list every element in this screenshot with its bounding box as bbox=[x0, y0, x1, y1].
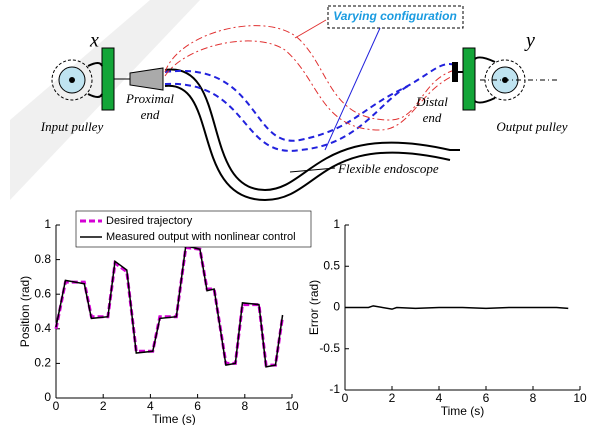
x-axis-label: Time (s) bbox=[441, 404, 485, 418]
output-plate bbox=[463, 48, 475, 110]
y-tick-label: 0 bbox=[333, 300, 340, 314]
x-tick-label: 4 bbox=[147, 399, 154, 413]
proximal-label: Proximal bbox=[125, 91, 174, 106]
x-axis-label: Time (s) bbox=[152, 412, 196, 425]
y-tick-label: 0.6 bbox=[34, 286, 51, 300]
series-line bbox=[56, 247, 283, 365]
y-label: y bbox=[524, 30, 535, 52]
y-tick-label: 1 bbox=[44, 217, 51, 231]
figure: Varying configuration x y Proximal end D… bbox=[0, 0, 597, 425]
distal-tip bbox=[452, 62, 458, 82]
endoscope bbox=[165, 69, 460, 200]
x-label: x bbox=[89, 30, 99, 52]
y-tick-label: 0.5 bbox=[323, 258, 340, 272]
y-tick-label: 0.4 bbox=[34, 321, 51, 335]
y-tick-label: -1 bbox=[329, 382, 340, 396]
y-tick-label: 1 bbox=[333, 217, 340, 231]
y-axis-label: Error (rad) bbox=[307, 280, 321, 335]
input-hub bbox=[69, 77, 75, 83]
legend-label: Desired trajectory bbox=[106, 215, 193, 227]
endoscope-label: Flexible endoscope bbox=[337, 161, 439, 176]
x-tick-label: 8 bbox=[241, 399, 248, 413]
y-tick-label: -0.5 bbox=[319, 341, 340, 355]
distal-label: Distal bbox=[415, 94, 448, 109]
varying-label: Varying configuration bbox=[333, 9, 457, 23]
y-tick-label: 0 bbox=[44, 390, 51, 404]
series-line bbox=[345, 306, 568, 309]
x-tick-label: 2 bbox=[389, 391, 396, 405]
x-tick-label: 4 bbox=[436, 391, 443, 405]
y-axis-label: Position (rad) bbox=[18, 276, 32, 347]
input-plate bbox=[102, 48, 114, 110]
output-label: Output pulley bbox=[496, 119, 567, 134]
x-tick-label: 0 bbox=[53, 399, 60, 413]
x-tick-label: 10 bbox=[285, 399, 299, 413]
x-tick-label: 0 bbox=[342, 391, 349, 405]
config-blue-2 bbox=[165, 84, 410, 151]
red-arrow bbox=[295, 20, 326, 38]
x-tick-label: 2 bbox=[100, 399, 107, 413]
input-label: Input pulley bbox=[40, 119, 104, 134]
y-tick-label: 0.8 bbox=[34, 252, 51, 266]
y-tick-label: 0.2 bbox=[34, 356, 51, 370]
legend-label: Measured output with nonlinear control bbox=[106, 231, 296, 243]
distal-label: end bbox=[423, 110, 442, 125]
x-tick-label: 8 bbox=[530, 391, 537, 405]
x-tick-label: 6 bbox=[194, 399, 201, 413]
x-tick-label: 6 bbox=[483, 391, 490, 405]
config-red-2 bbox=[165, 41, 455, 130]
diagram: Varying configuration x y Proximal end D… bbox=[10, 0, 568, 200]
proximal-label: end bbox=[141, 107, 160, 122]
x-tick-label: 10 bbox=[573, 391, 587, 405]
